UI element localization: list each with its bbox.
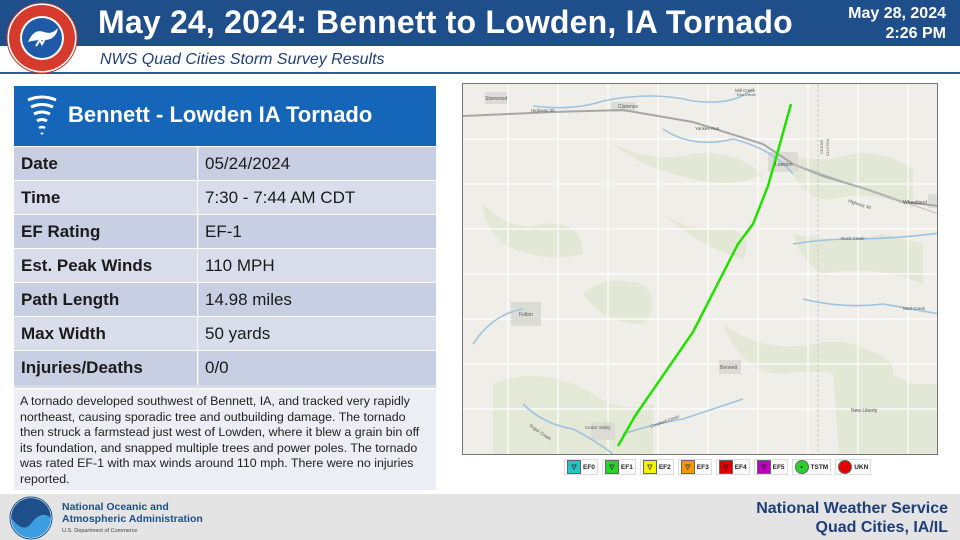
nws-line2: Quad Cities, IA/IL bbox=[815, 519, 948, 536]
map-label-new-liberty: New Liberty bbox=[851, 408, 878, 414]
table-row: Date 05/24/2024 bbox=[14, 146, 436, 181]
row-value: 0/0 bbox=[199, 351, 436, 385]
nws-office-name: National Weather Service Quad Cities, IA… bbox=[756, 499, 948, 537]
noaa-name: National Oceanic and Atmospheric Adminis… bbox=[62, 501, 203, 525]
legend-item-tstm: • TSTM bbox=[791, 459, 832, 475]
map-label-county-clinton: CLINTON bbox=[825, 138, 830, 156]
tstm-dot-icon: • bbox=[794, 460, 809, 474]
table-row: Injuries/Deaths 0/0 bbox=[14, 350, 436, 385]
legend-item-ukn: UKN bbox=[835, 459, 872, 475]
legend-label: EF1 bbox=[620, 463, 633, 471]
map-canvas: Stanwood Clarence Lowden Wheatland Fulto… bbox=[463, 84, 937, 454]
map-label-stanwood: Stanwood bbox=[485, 96, 507, 102]
legend-item-ef4: ▽ EF4 bbox=[715, 459, 750, 475]
map-label-yankee-run: Yankee Run bbox=[695, 126, 720, 131]
row-label: Max Width bbox=[14, 317, 198, 351]
noaa-line2: Atmospheric Administration bbox=[62, 513, 203, 525]
legend-label: EF0 bbox=[583, 463, 595, 471]
map-label-bennett: Bennett bbox=[720, 365, 738, 371]
ukn-circle-icon bbox=[838, 460, 853, 474]
ef2-triangle-icon: ▽ bbox=[642, 460, 657, 474]
legend-label: UKN bbox=[854, 463, 869, 471]
time-text: 2:26 PM bbox=[885, 25, 946, 42]
row-value: 50 yards bbox=[199, 317, 436, 351]
tornado-info-table: Bennett - Lowden IA Tornado Date 05/24/2… bbox=[14, 86, 436, 490]
table-row: Max Width 50 yards bbox=[14, 316, 436, 351]
noaa-logo-icon bbox=[9, 496, 53, 540]
table-row: Time 7:30 - 7:44 AM CDT bbox=[14, 180, 436, 215]
map-label-rock-creek: Rock Creek bbox=[841, 236, 865, 241]
header-bar: May 24, 2024: Bennett to Lowden, IA Torn… bbox=[0, 0, 960, 46]
legend-item-ef1: ▽ EF1 bbox=[601, 459, 636, 475]
legend-item-ef2: ▽ EF2 bbox=[639, 459, 674, 475]
terrain-shading bbox=[483, 144, 937, 454]
road-grid bbox=[463, 84, 937, 454]
row-value: EF-1 bbox=[199, 215, 436, 249]
row-label: EF Rating bbox=[14, 215, 198, 249]
map-label-fulton: Fulton bbox=[519, 312, 533, 318]
map-label-wheatland: Wheatland bbox=[903, 200, 927, 206]
legend-item-ef3: ▽ EF3 bbox=[677, 459, 712, 475]
railroad bbox=[792, 163, 937, 214]
footer-bar bbox=[0, 494, 960, 540]
page-subtitle: NWS Quad Cities Storm Survey Results bbox=[100, 51, 385, 68]
map-legend: ▽ EF0 ▽ EF1 ▽ EF2 ▽ EF3 ▽ EF4 ▽ EF5 • TS… bbox=[564, 459, 872, 477]
row-label: Injuries/Deaths bbox=[14, 351, 198, 385]
tornado-track-map[interactable]: Stanwood Clarence Lowden Wheatland Fulto… bbox=[462, 83, 938, 455]
row-value: 05/24/2024 bbox=[199, 147, 436, 181]
town-areas bbox=[485, 92, 937, 440]
table-row: EF Rating EF-1 bbox=[14, 214, 436, 249]
table-title: Bennett - Lowden IA Tornado bbox=[68, 102, 373, 127]
row-value: 7:30 - 7:44 AM CDT bbox=[199, 181, 436, 215]
row-label: Path Length bbox=[14, 283, 198, 317]
map-label-cedar-valley: Cedar Valley bbox=[585, 425, 611, 430]
row-label: Time bbox=[14, 181, 198, 215]
map-label-mill-creek: Mill Creek bbox=[735, 88, 756, 93]
noaa-line1: National Oceanic and bbox=[62, 501, 169, 513]
row-value: 110 MPH bbox=[199, 249, 436, 283]
timestamp: May 28, 2024 2:26 PM bbox=[848, 4, 946, 44]
legend-label: TSTM bbox=[810, 463, 829, 471]
legend-item-ef5: ▽ EF5 bbox=[753, 459, 788, 475]
legend-item-ef0: ▽ EF0 bbox=[564, 459, 598, 475]
nws-logo-icon bbox=[6, 2, 78, 74]
row-label: Est. Peak Winds bbox=[14, 249, 198, 283]
map-label-mud-creek: Mud Creek bbox=[903, 306, 926, 311]
map-label-highway: Highway 30 bbox=[531, 108, 555, 113]
map-label-clarence: Clarence bbox=[618, 104, 638, 110]
tornado-track[interactable] bbox=[616, 103, 793, 447]
table-row: Path Length 14.98 miles bbox=[14, 282, 436, 317]
ef3-triangle-icon: ▽ bbox=[680, 460, 695, 474]
legend-label: EF2 bbox=[658, 463, 671, 471]
page-title: May 24, 2024: Bennett to Lowden, IA Torn… bbox=[98, 4, 793, 40]
subheader: NWS Quad Cities Storm Survey Results bbox=[0, 46, 960, 74]
nws-line1: National Weather Service bbox=[756, 500, 948, 517]
map-label-county-cedar: CEDAR bbox=[819, 140, 824, 154]
ef0-triangle-icon: ▽ bbox=[567, 460, 581, 474]
ef4-triangle-icon: ▽ bbox=[718, 460, 733, 474]
event-description: A tornado developed southwest of Bennett… bbox=[14, 388, 436, 490]
ef1-triangle-icon: ▽ bbox=[604, 460, 619, 474]
row-label: Date bbox=[14, 147, 198, 181]
noaa-department: U.S. Department of Commerce bbox=[62, 528, 138, 534]
legend-label: EF5 bbox=[772, 463, 785, 471]
tornado-icon bbox=[27, 95, 57, 135]
legend-label: EF3 bbox=[696, 463, 709, 471]
streams bbox=[472, 88, 937, 454]
table-header: Bennett - Lowden IA Tornado bbox=[14, 86, 436, 146]
map-label-lowden: Lowden bbox=[775, 162, 793, 168]
row-value: 14.98 miles bbox=[199, 283, 436, 317]
ef5-triangle-icon: ▽ bbox=[756, 460, 771, 474]
legend-label: EF4 bbox=[734, 463, 747, 471]
table-row: Est. Peak Winds 110 MPH bbox=[14, 248, 436, 283]
map-label-elm-creek: Elm Creek bbox=[737, 92, 756, 97]
date-text: May 28, 2024 bbox=[848, 5, 946, 22]
